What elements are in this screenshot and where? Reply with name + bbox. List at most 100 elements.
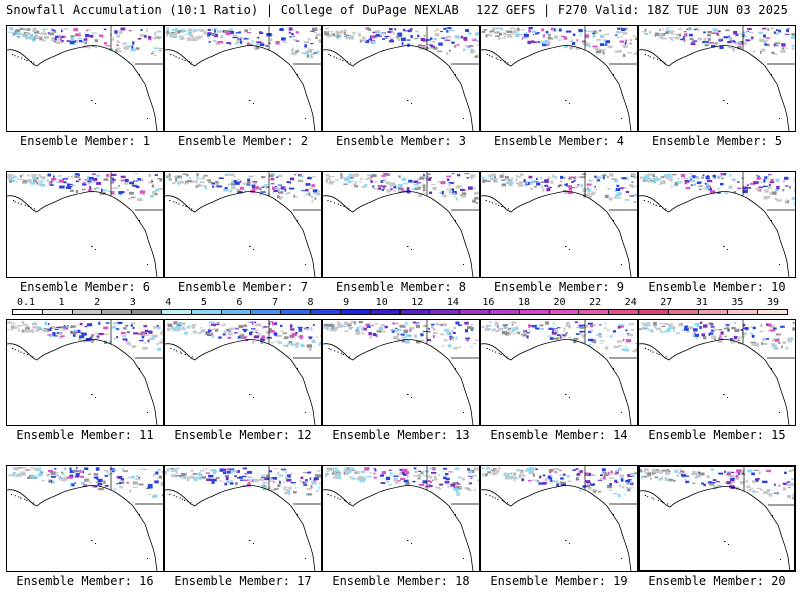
ensemble-member-label: Ensemble Member: 5 [651,134,783,148]
ensemble-map-12[interactable] [164,319,322,426]
islands [327,200,464,265]
colorbar-tick-label: 6 [236,297,243,308]
coastline [165,339,316,425]
colorbar-tick-label: 0.1 [16,297,36,308]
snowfall-field [481,173,637,203]
colorbar-tick-label: 39 [766,297,780,308]
islands [485,200,622,265]
colorbar-tick-label: 22 [589,297,602,308]
coastline [323,45,474,131]
islands [169,494,306,559]
coastline [639,191,790,277]
colorbar-segment [310,309,341,315]
ensemble-map-19[interactable] [480,465,638,572]
snowfall-field [325,173,479,204]
ensemble-map-20[interactable] [638,465,796,572]
coastline [7,191,158,277]
ensemble-map-17[interactable] [164,465,322,572]
ensemble-map-18[interactable] [322,465,480,572]
colorbar-segment [12,309,43,315]
snowfall-field [166,173,321,203]
colorbar-tick-label: 5 [200,297,207,308]
snowfall-field [639,321,795,350]
colorbar-tick-label: 1 [58,297,65,308]
islands [11,494,148,559]
ensemble-map-14[interactable] [480,319,638,426]
coastline [323,191,474,277]
ensemble-map-1[interactable] [6,25,164,132]
ensemble-map-16[interactable] [6,465,164,572]
coastline [639,339,790,425]
colorbar-segment [339,309,371,315]
snowfall-field [323,321,479,350]
colorbar-segment [280,309,312,315]
colorbar-tick-label: 10 [375,297,388,308]
ensemble-member-label: Ensemble Member: 2 [177,134,309,148]
colorbar-segment [608,309,639,315]
ensemble-map-15[interactable] [638,319,796,426]
islands [328,348,464,413]
ensemble-map-8[interactable] [322,171,480,278]
ensemble-member-label: Ensemble Member: 7 [177,280,309,294]
colorbar-tick-label: 7 [271,297,279,308]
ensemble-member-label: Ensemble Member: 13 [332,428,470,442]
colorbar-segment [757,309,788,315]
ensemble-map-11[interactable] [6,319,164,426]
coastline [7,485,158,571]
ensemble-map-13[interactable] [322,319,480,426]
ensemble-member-label: Ensemble Member: 3 [335,134,467,148]
ensemble-map-10[interactable] [638,171,796,278]
ensemble-member-label: Ensemble Member: 15 [648,428,786,442]
map-canvas [481,320,637,425]
map-canvas [7,320,163,425]
colorbar-tick-label: 27 [660,297,673,308]
colorbar-segment [697,309,729,315]
ensemble-map-2[interactable] [164,25,322,132]
ensemble-map-5[interactable] [638,25,796,132]
colorbar-tick-label: 9 [343,297,350,308]
map-canvas [323,26,479,131]
map-canvas [165,466,321,571]
islands [644,495,781,560]
ensemble-member-label: Ensemble Member: 14 [490,428,628,442]
snowfall-field [324,467,479,496]
snowfall-field [7,321,163,351]
colorbar-tick-label: 35 [731,297,744,308]
coastline [7,45,158,131]
ensemble-member-label: Ensemble Member: 11 [16,428,154,442]
coastline [481,339,632,425]
ensemble-member-label: Ensemble Member: 4 [493,134,625,148]
colorbar-tick-label: 31 [695,297,708,308]
map-canvas [481,172,637,277]
colorbar-tick-label: 12 [411,297,424,308]
ensemble-member-label: Ensemble Member: 10 [648,280,786,294]
islands [644,54,780,119]
colorbar-segment [220,309,252,315]
coastline [7,339,158,425]
ensemble-map-3[interactable] [322,25,480,132]
snowfall-field [639,173,795,205]
map-canvas [7,172,163,277]
colorbar-tick-label: 3 [129,297,136,308]
ensemble-member-label: Ensemble Member: 18 [332,574,470,588]
model-run-info: 12Z GEFS | F270 Valid: 18Z TUE JUN 03 20… [476,3,788,17]
coastline [639,45,790,131]
map-canvas [640,467,794,570]
ensemble-member-label: Ensemble Member: 1 [19,134,151,148]
coastline [165,191,316,277]
colorbar-tick-label: 8 [307,297,314,308]
ensemble-member-label: Ensemble Member: 17 [174,574,312,588]
ensemble-member-label: Ensemble Member: 20 [648,574,786,588]
ensemble-member-label: Ensemble Member: 9 [493,280,625,294]
colorbar-legend: 0.1 1 2 3 4 5 6 7 8 9 10 12 14 16 18 20 22 24 27 31 35 39 [12,297,788,316]
colorbar-segment [369,309,401,315]
colorbar-segment [667,309,699,315]
islands [12,54,148,119]
ensemble-map-6[interactable] [6,171,164,278]
ensemble-map-9[interactable] [480,171,638,278]
colorbar-tick-label: 4 [165,297,172,308]
islands [644,348,780,413]
map-canvas [7,466,163,571]
ensemble-map-7[interactable] [164,171,322,278]
ensemble-map-4[interactable] [480,25,638,132]
